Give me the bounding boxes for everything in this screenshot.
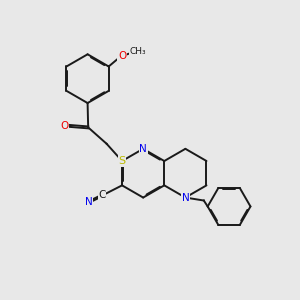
Text: C: C — [98, 190, 106, 200]
Text: N: N — [182, 193, 189, 202]
Text: CH₃: CH₃ — [130, 46, 146, 56]
Text: N: N — [139, 144, 147, 154]
Text: S: S — [118, 156, 126, 166]
Text: N: N — [85, 197, 93, 207]
Text: O: O — [61, 121, 69, 131]
Text: O: O — [118, 51, 126, 61]
